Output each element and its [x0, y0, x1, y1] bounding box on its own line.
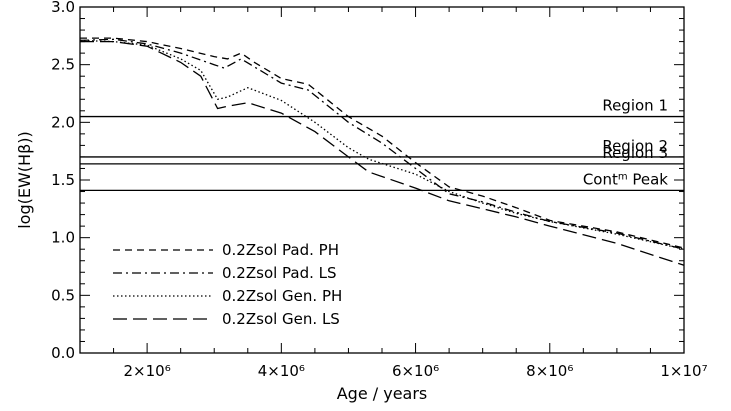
reference-line-label-text: Region 3	[602, 144, 668, 162]
y-tick-label: 1.0	[51, 229, 75, 247]
reference-line-label: Contm Peak	[583, 170, 668, 188]
y-tick-label: 0.0	[51, 344, 75, 362]
reference-line-label: Region 3	[602, 144, 668, 162]
x-tick-label: 1×10⁷	[660, 362, 707, 380]
reference-line-label-suffix: Peak	[628, 170, 669, 188]
x-tick-label: 2×10⁶	[124, 362, 171, 380]
y-tick-label: 3.0	[51, 0, 75, 16]
reference-line-label-text: Region 1	[602, 97, 668, 115]
series-line	[79, 38, 685, 250]
y-tick-label: 2.0	[51, 113, 75, 131]
legend-label: 0.2Zsol Pad. PH	[222, 241, 339, 259]
x-tick-label: 4×10⁶	[258, 362, 305, 380]
legend-label: 0.2Zsol Pad. LS	[222, 264, 337, 282]
x-axis-label: Age / years	[337, 384, 428, 403]
reference-line-label: Region 2	[602, 137, 668, 155]
series-line	[80, 37, 685, 249]
legend-label: 0.2Zsol Gen. LS	[222, 310, 340, 328]
legend: 0.2Zsol Pad. PH 0.2Zsol Pad. LS 0.2Zsol Ge…	[113, 241, 342, 328]
reference-line-label: Region 1	[602, 97, 668, 115]
plot-frame	[79, 6, 685, 354]
y-axis-label: log(EW(Hβ))	[15, 131, 34, 229]
reference-line-label-text: Cont	[583, 170, 618, 188]
x-tick-label: 6×10⁶	[392, 362, 439, 380]
tick-labels: 2×10⁶ 4×10⁶ 6×10⁶ 8×10⁶ 1×10⁷ 0.0 0.5 1.0 1.5 2.0…	[51, 0, 707, 380]
x-tick-label: 8×10⁶	[526, 362, 573, 380]
series-line	[80, 40, 685, 266]
y-tick-label: 1.5	[51, 171, 75, 189]
y-tick-label: 0.5	[51, 286, 75, 304]
reference-line-label-text: Region 2	[602, 137, 668, 155]
legend-label: 0.2Zsol Gen. PH	[222, 287, 342, 305]
reference-line-label-superscript: m	[618, 171, 628, 182]
y-tick-label: 2.5	[51, 56, 75, 74]
series-lines	[79, 37, 685, 266]
series-line	[79, 39, 685, 250]
